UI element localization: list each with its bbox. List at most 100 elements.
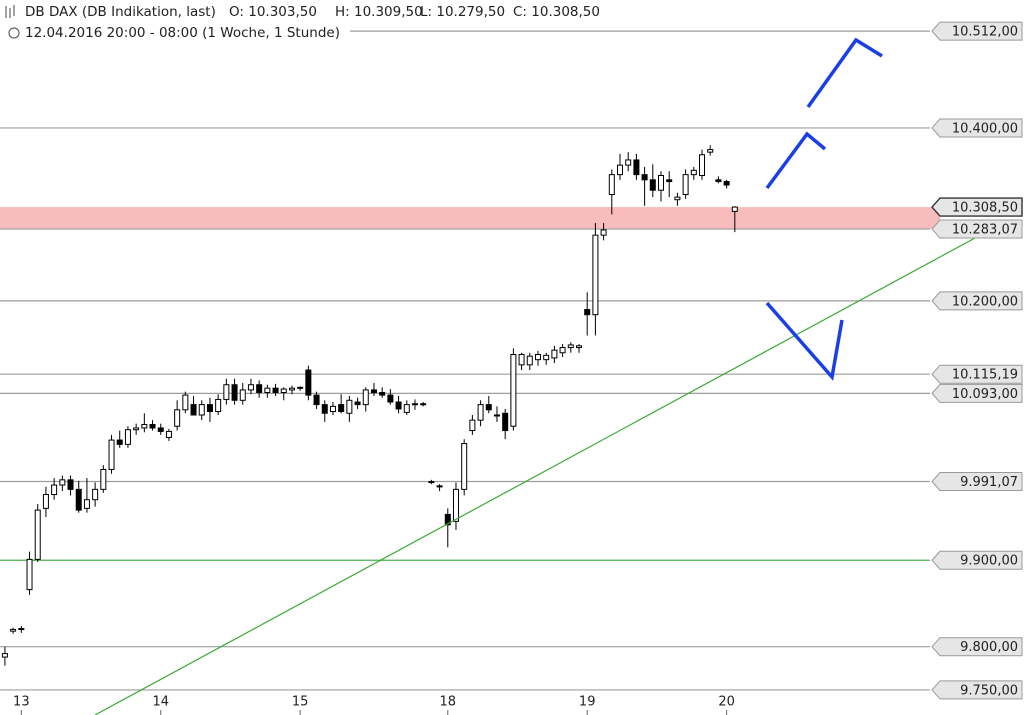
chart-icon xyxy=(5,5,15,18)
candle-body xyxy=(288,387,295,391)
header: DB DAX (DB Indikation, last) O: 10.303,5… xyxy=(5,4,600,41)
header-bg xyxy=(0,0,350,44)
candle-body xyxy=(649,179,656,191)
candle-body xyxy=(51,484,58,496)
candle-body xyxy=(444,513,451,526)
candle-body xyxy=(264,387,271,394)
candle-body xyxy=(403,404,410,413)
candle-body xyxy=(411,403,418,406)
x-tick-label: 14 xyxy=(152,695,169,710)
candle-body xyxy=(592,234,599,316)
candle-body xyxy=(26,558,33,591)
price-label: 10.115,19 xyxy=(952,368,1018,383)
candle-body xyxy=(658,175,665,191)
price-band xyxy=(0,207,940,230)
candle-body xyxy=(59,479,66,486)
candle-body xyxy=(321,404,328,414)
x-tick-label: 19 xyxy=(579,695,596,710)
candle-body xyxy=(206,404,213,413)
price-label-box xyxy=(931,291,1023,311)
candle-body xyxy=(297,386,304,389)
candle-body xyxy=(75,488,82,511)
candle-body xyxy=(338,404,345,413)
price-label-box xyxy=(931,680,1023,700)
candle-body xyxy=(370,389,377,394)
price-label: 10.512,00 xyxy=(952,25,1018,40)
price-label-box xyxy=(931,383,1023,403)
candle-body xyxy=(92,488,99,501)
candle-body xyxy=(674,196,681,201)
candle-body xyxy=(420,403,427,406)
candle-body xyxy=(428,481,435,484)
candle-body xyxy=(329,405,336,413)
candle-body xyxy=(108,439,115,470)
candle-body xyxy=(215,398,222,413)
price-label-box xyxy=(931,472,1023,492)
candle-body xyxy=(518,353,525,366)
candle-body xyxy=(395,401,402,410)
candle-body xyxy=(436,485,443,488)
candle-body xyxy=(477,404,484,421)
candle-body xyxy=(526,355,533,366)
candle-body xyxy=(100,468,107,490)
candle-body xyxy=(584,309,591,316)
header-high: H: 10.309,50 xyxy=(335,4,423,20)
scenario-arrow-mid xyxy=(765,131,827,190)
scenario-arrow-down xyxy=(765,301,844,381)
x-tick-label: 20 xyxy=(718,695,735,710)
candle-body xyxy=(18,628,25,631)
candle-body xyxy=(699,154,706,177)
candle-body xyxy=(149,424,156,429)
price-axis: 10.512,00 10.400,00 10.283,07 10.200,00 10.1… xyxy=(931,21,1023,700)
candle-body xyxy=(346,399,353,414)
candle-body xyxy=(362,389,369,406)
candle-body xyxy=(493,414,500,417)
candle-body xyxy=(141,424,148,429)
candle-body xyxy=(731,206,738,212)
candle-body xyxy=(682,174,689,196)
candle-body xyxy=(1,653,8,658)
price-label-box xyxy=(931,118,1023,138)
candle-body xyxy=(354,401,361,406)
candle-body xyxy=(190,404,197,416)
candle-body xyxy=(600,229,607,236)
candle-body xyxy=(305,369,312,396)
candle-body xyxy=(42,494,49,509)
candle-body xyxy=(10,628,17,632)
period-icon xyxy=(8,27,20,39)
price-label-box xyxy=(931,219,1023,239)
candle-body xyxy=(534,353,541,361)
price-label: 10.200,00 xyxy=(952,294,1018,309)
candle-body xyxy=(182,394,189,411)
price-label: 9.900,00 xyxy=(960,554,1018,569)
header-open: O: 10.303,50 xyxy=(229,4,317,20)
candle-body xyxy=(567,344,574,349)
candle-body xyxy=(715,179,722,183)
candle-body xyxy=(502,412,509,432)
candle-body xyxy=(280,388,287,394)
candle-body xyxy=(133,427,140,431)
candle-body xyxy=(543,354,550,361)
price-label: 9.800,00 xyxy=(960,640,1018,655)
price-label: 10.400,00 xyxy=(952,121,1018,136)
header-close: C: 10.308,50 xyxy=(513,4,600,20)
x-tick-label: 15 xyxy=(292,695,309,710)
candle-body xyxy=(83,499,90,509)
candles xyxy=(1,145,738,666)
price-label: 10.093,00 xyxy=(952,387,1018,402)
candle-body xyxy=(666,179,673,183)
candle-body xyxy=(379,392,386,396)
price-label-box xyxy=(931,637,1023,657)
candle-body xyxy=(608,174,615,196)
x-tick-label: 13 xyxy=(13,695,30,710)
candle-body xyxy=(461,443,468,490)
candle-body xyxy=(469,419,476,432)
candle-body xyxy=(625,159,632,166)
candle-body xyxy=(223,384,230,400)
header-title: DB DAX (DB Indikation, last) xyxy=(25,4,216,20)
candle-body xyxy=(157,427,164,432)
price-label: 10.308,50 xyxy=(952,201,1018,216)
price-label: 10.283,07 xyxy=(952,223,1018,238)
candle-body xyxy=(510,353,517,427)
candle-body xyxy=(174,409,181,427)
